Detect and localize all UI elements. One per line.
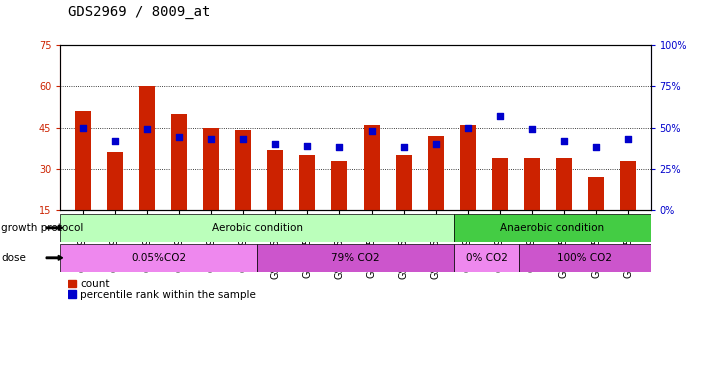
Bar (492, 158, 508, 251)
Text: 79% CO2: 79% CO2 (331, 253, 380, 263)
Bar (75, 111, 91, 251)
Bar (68, 290, 76, 298)
Text: 0.05%CO2: 0.05%CO2 (132, 253, 186, 263)
Text: percentile rank within the sample: percentile rank within the sample (80, 290, 256, 300)
Point (462, 124, 474, 130)
Point (526, 126, 538, 132)
Point (141, 126, 153, 132)
Point (430, 141, 442, 147)
Bar (171, 114, 187, 251)
Bar (139, 86, 155, 251)
Text: Aerobic condition: Aerobic condition (212, 223, 303, 233)
Point (237, 136, 249, 142)
Point (173, 134, 185, 140)
Bar (556, 158, 572, 251)
Bar (427, 136, 444, 251)
Point (398, 144, 410, 150)
Text: count: count (80, 279, 109, 289)
Point (109, 138, 121, 144)
Bar (331, 160, 348, 251)
Bar (588, 177, 604, 251)
Bar (299, 155, 316, 251)
Text: growth protocol: growth protocol (1, 223, 84, 233)
Text: GDS2969 / 8009_at: GDS2969 / 8009_at (68, 5, 210, 19)
Point (622, 136, 634, 142)
Point (558, 138, 570, 144)
Point (590, 144, 602, 150)
Point (77, 124, 89, 130)
Bar (60, 214, 454, 242)
Point (301, 142, 313, 148)
Bar (68, 280, 76, 288)
Bar (454, 214, 651, 242)
Text: dose: dose (1, 253, 26, 263)
Point (366, 128, 378, 134)
Bar (107, 152, 123, 251)
Text: Anaerobic condition: Anaerobic condition (500, 223, 604, 233)
Bar (460, 125, 476, 251)
Bar (620, 160, 636, 251)
Point (269, 141, 281, 147)
Point (333, 144, 345, 150)
Bar (203, 128, 219, 251)
Text: 0% CO2: 0% CO2 (466, 253, 508, 263)
Bar (257, 244, 454, 272)
Bar (454, 244, 520, 272)
Bar (395, 155, 412, 251)
Bar (363, 125, 380, 251)
Bar (235, 130, 251, 251)
Point (205, 136, 217, 142)
Point (494, 113, 506, 119)
Text: 100% CO2: 100% CO2 (557, 253, 612, 263)
Bar (520, 244, 651, 272)
Bar (60, 244, 257, 272)
Bar (267, 150, 284, 251)
Bar (524, 158, 540, 251)
